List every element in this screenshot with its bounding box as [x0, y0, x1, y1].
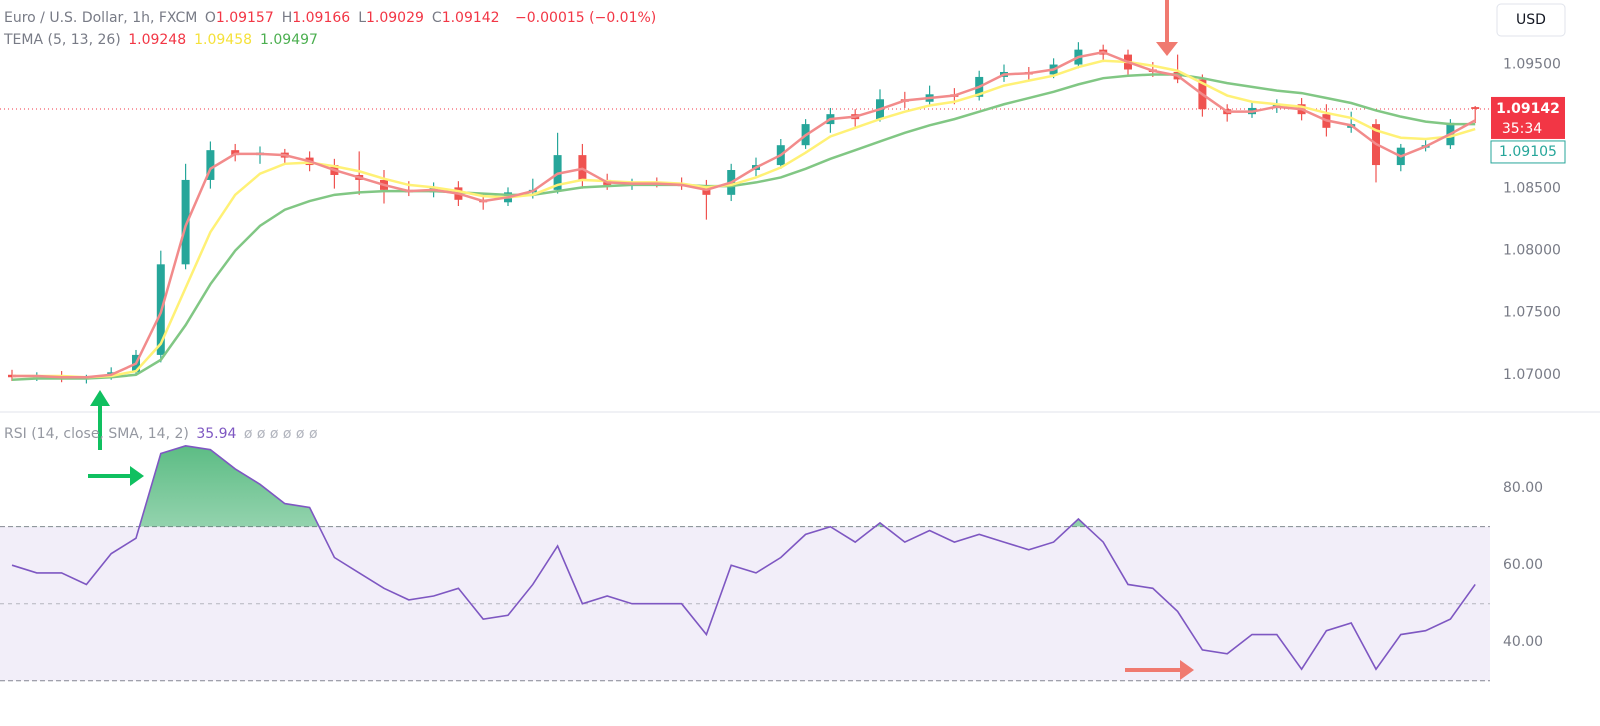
overbought-fill: [139, 445, 1087, 527]
currency-button[interactable]: [1496, 3, 1566, 37]
ohlc: O1.09157 H1.09166 L1.09029 C1.09142: [205, 10, 508, 26]
prev-close-box: [1490, 140, 1566, 164]
ohlc-value: 1.09157: [215, 10, 274, 26]
tema-line: [12, 50, 1476, 379]
countdown-label: 35:34: [1502, 121, 1542, 137]
indicator-value: 1.09497: [260, 32, 318, 48]
last-price-label: 1.09142: [1496, 101, 1560, 117]
y-tick-label: 1.07500: [1503, 305, 1561, 321]
annotation-arrowhead: [1180, 660, 1194, 680]
tema-line: [12, 59, 1476, 379]
currency-label: USD: [1516, 12, 1546, 28]
symbol-title: Euro / U.S. Dollar, 1h, FXCM: [4, 10, 198, 26]
symbol-legend: Euro / U.S. Dollar, 1h, FXCM O1.09157 H1.…: [4, 10, 659, 26]
ohlc-label: C: [431, 10, 442, 26]
rsi-legend: RSI (14, close, SMA, 14, 2) 35.94 ø ø ø …: [4, 426, 321, 442]
indicator-value: 1.09458: [194, 32, 253, 48]
ohlc-value: 1.09029: [366, 10, 424, 26]
change: −0.00015 (−0.01%): [515, 10, 657, 26]
annotation-arrowhead: [130, 466, 144, 486]
candle-body: [206, 150, 215, 180]
annotation-arrowhead: [1156, 42, 1178, 56]
ohlc-label: L: [358, 10, 366, 26]
y-tick-label: 1.08500: [1503, 181, 1561, 197]
last-price-box: [1491, 96, 1565, 139]
indicator-values: 1.09248 1.09458 1.09497: [128, 32, 326, 48]
ohlc-label: O: [204, 10, 216, 26]
candle-body: [181, 179, 190, 265]
y-tick-label: 80.00: [1503, 480, 1543, 496]
ohlc-value: 1.09166: [292, 10, 351, 26]
y-tick-label: 60.00: [1503, 557, 1543, 573]
indicator-name: TEMA (5, 13, 26): [4, 32, 121, 48]
indicator-name: RSI (14, close, SMA, 14, 2): [4, 426, 189, 442]
y-tick-label: 1.08000: [1503, 243, 1561, 259]
ohlc-value: 1.09142: [441, 10, 500, 26]
annotation-arrowhead: [90, 390, 110, 406]
candle-body: [1471, 107, 1480, 109]
y-tick-label: 1.09500: [1503, 57, 1561, 73]
ohlc-label: H: [281, 10, 293, 26]
indicator-placeholders: ø ø ø ø ø ø: [243, 426, 318, 442]
indicator-value: 1.09248: [128, 32, 187, 48]
rsi-line: [11, 444, 1476, 671]
prev-close-label: 1.09105: [1499, 144, 1557, 160]
y-tick-label: 40.00: [1503, 634, 1543, 650]
tema-legend: TEMA (5, 13, 26) 1.09248 1.09458 1.09497: [4, 32, 329, 48]
tema-line: [11, 73, 1476, 381]
y-tick-label: 1.07000: [1503, 367, 1561, 383]
indicator-value: 35.94: [196, 426, 237, 442]
